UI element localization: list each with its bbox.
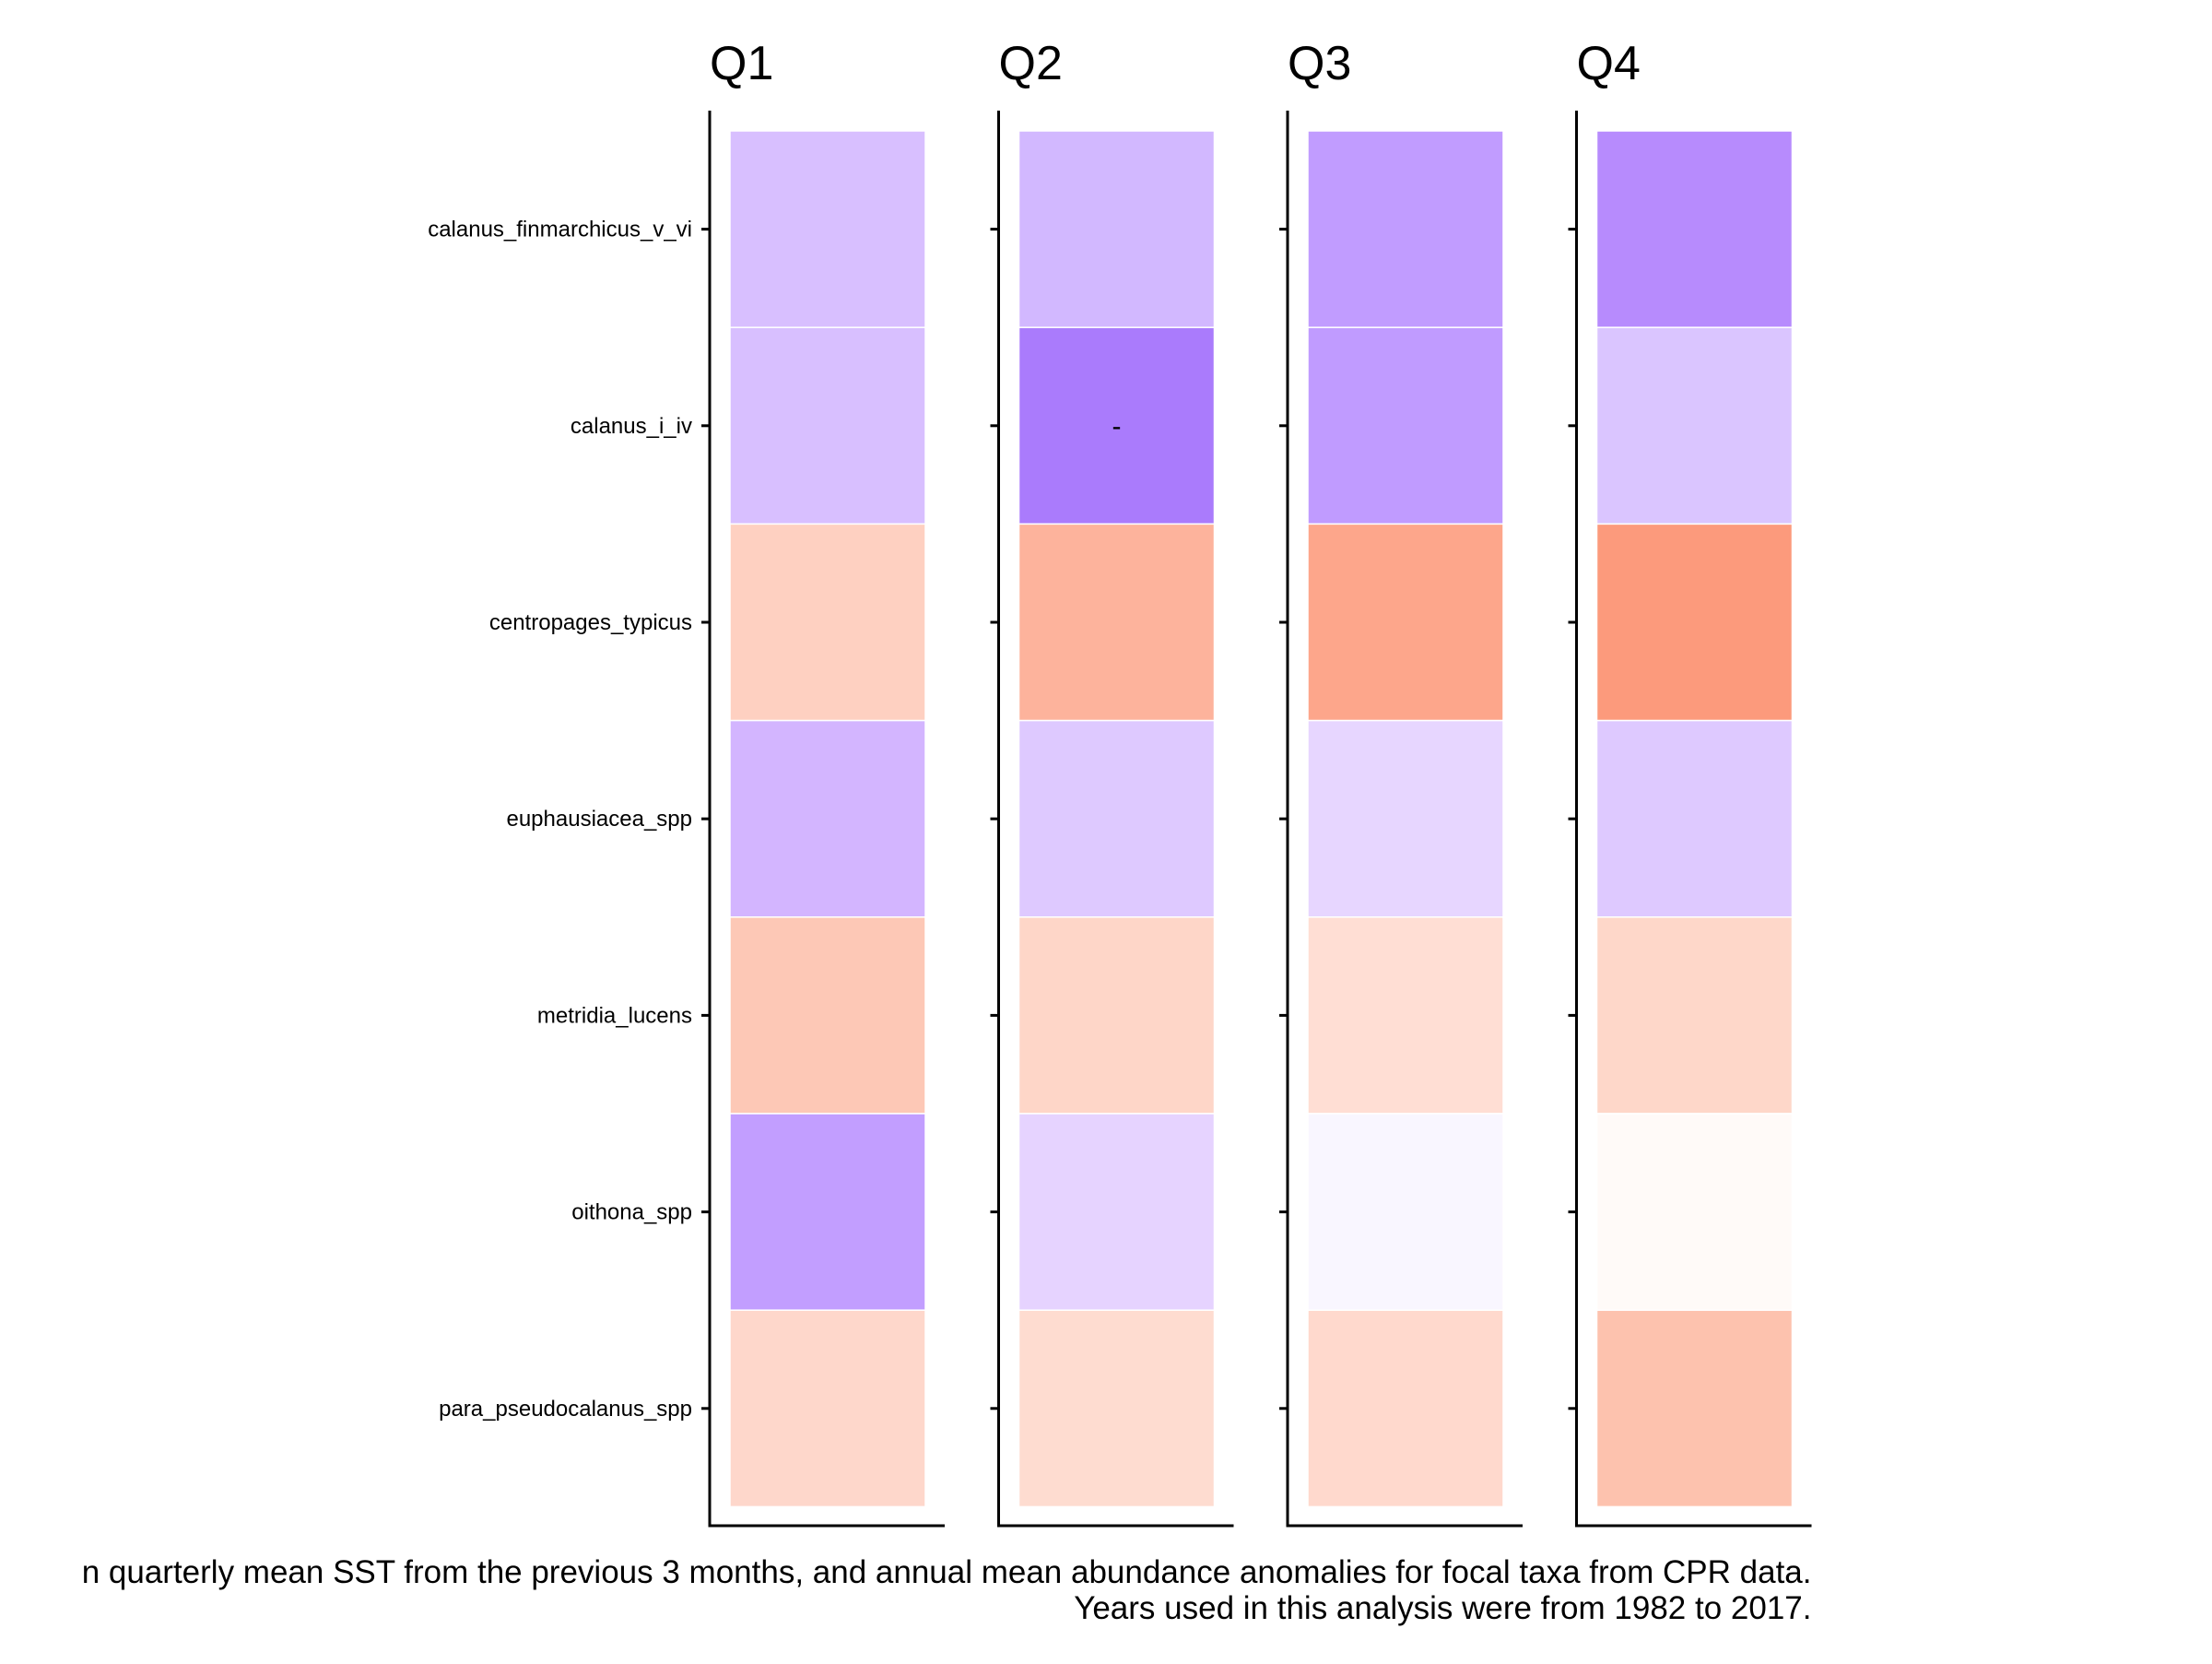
row-label: euphausiacea_spp	[506, 807, 692, 832]
panel-title-q4: Q4	[1577, 37, 1641, 90]
heatmap-cell	[1018, 1113, 1216, 1311]
heatmap-cell	[729, 916, 926, 1115]
heatmap-cell	[1018, 719, 1216, 918]
heatmap-cell	[1307, 1113, 1504, 1311]
panel-q4: Q4	[1568, 37, 1812, 1528]
heatmap-cell	[1307, 326, 1504, 525]
heatmap-cell	[1595, 719, 1794, 918]
heatmap-cell	[1018, 916, 1216, 1115]
heatmap-cell	[1307, 916, 1504, 1115]
heatmap-cell	[1595, 326, 1794, 525]
panel-q3: Q3	[1279, 37, 1523, 1528]
heatmap-cell	[1018, 1309, 1216, 1508]
heatmap-cell	[1595, 916, 1794, 1115]
heatmap-cell	[1595, 1309, 1794, 1508]
heatmap-cell	[1595, 1113, 1794, 1311]
heatmap-cell	[729, 326, 926, 525]
row-label: centropages_typicus	[489, 610, 692, 635]
heatmap-cell	[729, 1309, 926, 1508]
heatmap-cell	[729, 130, 926, 328]
row-labels: calanus_finmarchicus_v_vi calanus_i_ivcen…	[428, 218, 692, 1422]
panel-title-q2: Q2	[999, 37, 1063, 90]
heatmap-cell	[1307, 130, 1504, 328]
panels-layer: Q1 Q2 Q3 Q4 -	[701, 37, 1812, 1528]
panel-q1: Q1	[701, 37, 945, 1528]
row-label: metridia_lucens	[537, 1003, 692, 1028]
heatmap-cell	[1595, 130, 1794, 328]
heatmap-cell	[1307, 523, 1504, 722]
panel-title-q3: Q3	[1288, 37, 1351, 90]
heatmap-cell	[729, 1113, 926, 1311]
heatmap-cell	[729, 523, 926, 722]
caption-line: n quarterly mean SST from the previous 3…	[82, 1554, 1812, 1590]
row-label: oithona_spp	[571, 1200, 692, 1225]
caption-line: Years used in this analysis were from 19…	[1074, 1590, 1811, 1626]
row-label: calanus_i_iv	[571, 414, 692, 439]
caption: n quarterly mean SST from the previous 3…	[82, 1554, 1812, 1626]
heatmap-cell	[1018, 326, 1216, 525]
heatmap-cell	[729, 719, 926, 918]
panel-title-q1: Q1	[710, 37, 773, 90]
row-label: calanus_finmarchicus_v_vi	[428, 218, 692, 242]
heatmap-cell	[1018, 523, 1216, 722]
heatmap-cell	[1307, 1309, 1504, 1508]
panel-q2: Q2	[990, 37, 1234, 1528]
heatmap-cell	[1307, 719, 1504, 918]
heatmap-cell	[1018, 130, 1216, 328]
cell-annotation: -	[1112, 411, 1122, 442]
heatmap-cell	[1595, 523, 1794, 722]
row-label: para_pseudocalanus_spp	[439, 1397, 692, 1422]
